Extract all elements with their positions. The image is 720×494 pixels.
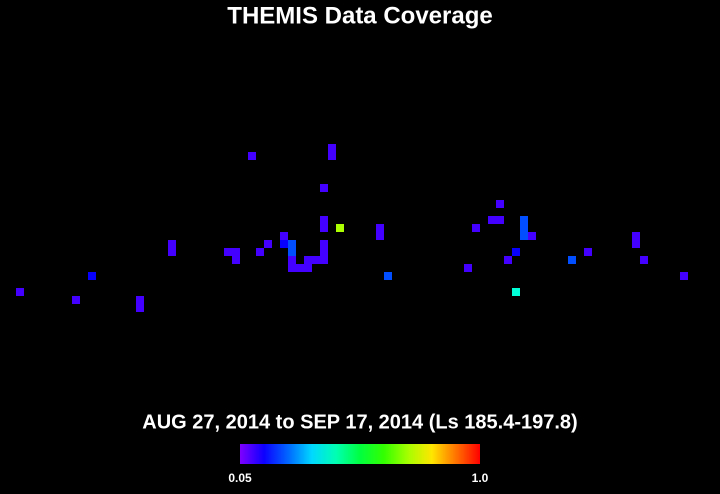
coverage-cell	[72, 296, 80, 304]
coverage-cell	[320, 248, 328, 256]
coverage-cell	[304, 264, 312, 272]
coverage-cell	[376, 224, 384, 232]
coverage-cell	[232, 248, 240, 256]
coverage-cell	[520, 224, 528, 232]
coverage-cell	[640, 256, 648, 264]
coverage-cell	[320, 184, 328, 192]
colorbar	[240, 444, 480, 464]
coverage-cell	[296, 264, 304, 272]
coverage-cell	[488, 216, 496, 224]
coverage-cell	[256, 248, 264, 256]
coverage-cell	[336, 224, 344, 232]
coverage-cell	[288, 248, 296, 256]
coverage-cell	[224, 248, 232, 256]
coverage-cell	[16, 288, 24, 296]
coverage-cell	[320, 256, 328, 264]
coverage-cell	[512, 248, 520, 256]
coverage-cell	[312, 256, 320, 264]
coverage-cell	[528, 232, 536, 240]
coverage-cell	[632, 232, 640, 240]
coverage-cell	[520, 216, 528, 224]
coverage-cell	[232, 256, 240, 264]
coverage-cell	[136, 304, 144, 312]
coverage-cell	[264, 240, 272, 248]
coverage-cell	[248, 152, 256, 160]
coverage-cell	[384, 272, 392, 280]
coverage-cell	[568, 256, 576, 264]
coverage-cell	[288, 240, 296, 248]
chart-title: THEMIS Data Coverage	[227, 2, 492, 29]
coverage-cell	[512, 288, 520, 296]
coverage-cell	[320, 224, 328, 232]
colorbar-tick-label: 0.05	[228, 471, 252, 485]
coverage-cell	[88, 272, 96, 280]
coverage-cell	[168, 240, 176, 248]
coverage-cell	[304, 256, 312, 264]
coverage-cell	[496, 200, 504, 208]
coverage-cell	[680, 272, 688, 280]
coverage-cell	[136, 296, 144, 304]
coverage-cell	[520, 232, 528, 240]
coverage-cell	[168, 248, 176, 256]
coverage-cell	[288, 256, 296, 264]
coverage-cell	[328, 144, 336, 152]
coverage-cell	[496, 216, 504, 224]
coverage-cell	[504, 256, 512, 264]
coverage-cell	[320, 216, 328, 224]
coverage-cell	[288, 264, 296, 272]
coverage-cell	[632, 240, 640, 248]
colorbar-tick-label: 1.0	[472, 471, 489, 485]
coverage-cell	[472, 224, 480, 232]
coverage-cell	[464, 264, 472, 272]
coverage-cell	[376, 232, 384, 240]
coverage-cell	[280, 240, 288, 248]
coverage-cell	[328, 152, 336, 160]
coverage-cell	[320, 240, 328, 248]
chart-subtitle: AUG 27, 2014 to SEP 17, 2014 (Ls 185.4-1…	[142, 411, 577, 433]
coverage-cell	[584, 248, 592, 256]
coverage-cell	[280, 232, 288, 240]
